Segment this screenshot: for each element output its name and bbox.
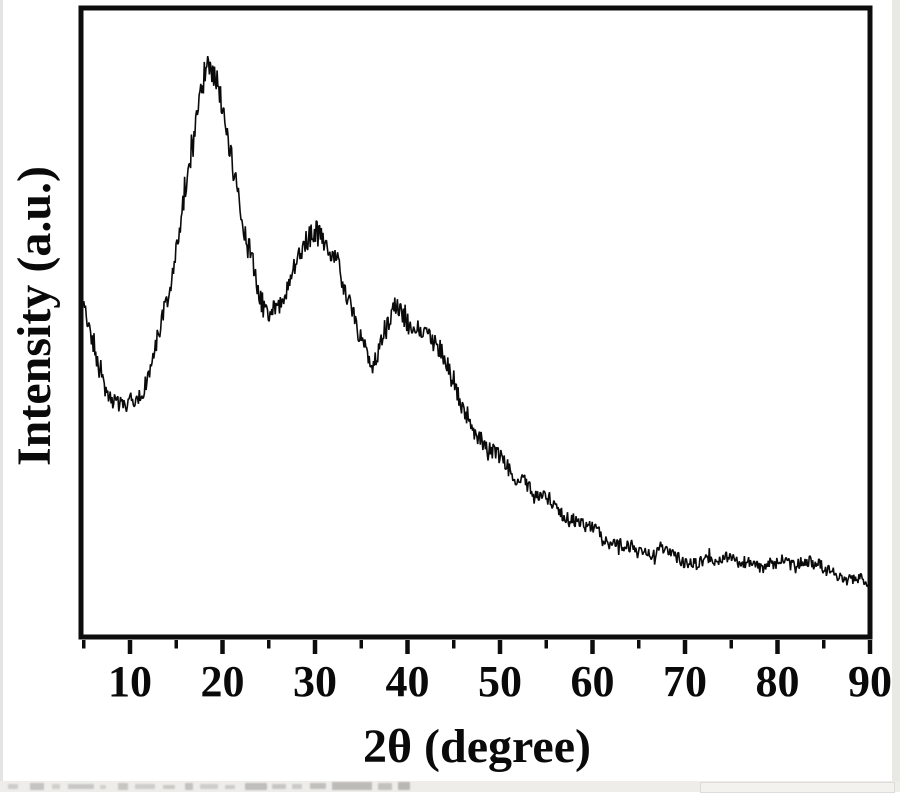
artifact-mark — [332, 782, 372, 790]
xrd-trace — [83, 55, 870, 588]
artifact-right-pane — [700, 782, 895, 793]
artifact-mark — [245, 783, 267, 790]
x-tick-label: 20 — [201, 657, 245, 706]
x-axis-tick-labels: 10 20 30 40 50 60 70 80 90 — [108, 657, 892, 706]
x-tick-label: 40 — [386, 657, 430, 706]
page-edge-left — [0, 0, 3, 792]
x-tick-label: 90 — [848, 657, 892, 706]
plot-frame — [78, 5, 873, 640]
artifact-mark — [185, 783, 193, 790]
artifact-mark — [100, 785, 106, 789]
page-edge-right — [892, 0, 900, 792]
artifact-mark — [272, 784, 286, 789]
artifact-mark — [398, 782, 410, 790]
artifact-mark — [135, 784, 155, 789]
bottom-toolbar-artifact — [0, 781, 900, 793]
y-axis-title: Intensity (a.u.) — [8, 166, 61, 466]
artifact-mark — [200, 784, 218, 789]
artifact-mark — [310, 783, 326, 789]
x-axis-title: 2θ (degree) — [363, 720, 591, 773]
x-tick-label: 70 — [663, 657, 707, 706]
artifact-mark — [225, 785, 235, 789]
x-tick-label: 50 — [478, 657, 522, 706]
artifact-mark — [68, 784, 94, 789]
x-axis-ticks — [82, 640, 873, 654]
x-tick-label: 80 — [756, 657, 800, 706]
artifact-mark — [378, 783, 392, 790]
artifact-mark — [163, 785, 175, 789]
artifact-mark — [52, 784, 60, 789]
artifact-mark — [118, 783, 128, 790]
x-tick-label: 30 — [293, 657, 337, 706]
x-tick-label: 10 — [108, 657, 152, 706]
artifact-mark — [292, 784, 302, 789]
x-tick-label: 60 — [571, 657, 615, 706]
artifact-mark — [30, 783, 44, 790]
artifact-mark — [8, 784, 18, 789]
